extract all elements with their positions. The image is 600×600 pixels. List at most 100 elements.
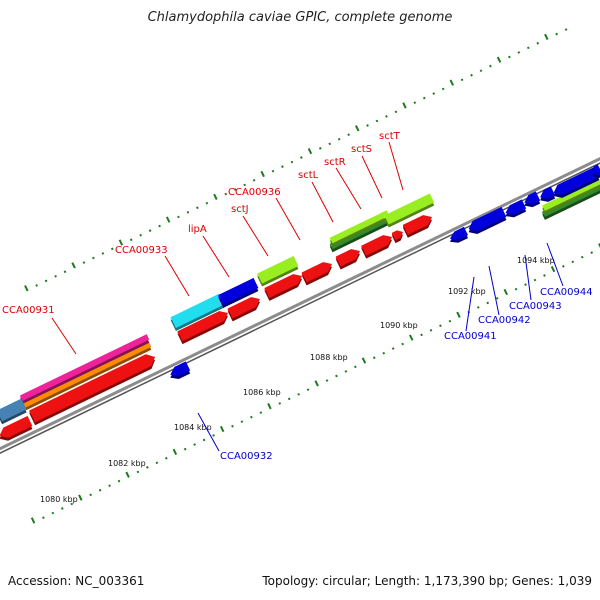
gene-label[interactable]: lipA [188, 224, 207, 235]
topology-text: Topology: circular; Length: 1,173,390 bp… [262, 574, 592, 588]
gene-feature[interactable] [20, 334, 150, 404]
gene-label[interactable]: sctR [324, 157, 346, 168]
lower-tick-mark [429, 328, 433, 332]
gene-label[interactable]: CCA00941 [444, 331, 497, 342]
upper-tick-mark [224, 192, 228, 196]
upper-tick-mark [243, 183, 246, 187]
gene-feature[interactable] [553, 167, 600, 198]
gene-label-leader [275, 197, 301, 241]
gene-feature[interactable] [301, 262, 332, 286]
upper-tick-mark [290, 160, 294, 164]
scale-label: 1092 kbp [448, 287, 486, 296]
gene-feature[interactable] [0, 398, 27, 425]
gene-feature[interactable] [177, 311, 228, 345]
gene-feature[interactable] [335, 249, 360, 270]
upper-tick-mark [148, 229, 152, 232]
gene-feature[interactable] [329, 210, 390, 247]
lower-tick-mark [401, 342, 404, 346]
gene-feature-face [553, 167, 600, 195]
lower-tick-mark [155, 461, 159, 465]
upper-tick-mark [158, 224, 161, 228]
upper-tick-mark [366, 124, 369, 127]
lower-tick-mark [78, 494, 83, 501]
lower-tick-mark [125, 471, 130, 478]
upper-tick-mark [564, 28, 568, 31]
gene-feature[interactable] [540, 186, 556, 202]
gene-feature[interactable] [227, 297, 260, 322]
gene-feature[interactable] [403, 215, 432, 238]
upper-tick-mark [233, 188, 237, 191]
gene-label[interactable]: sctL [298, 170, 319, 181]
gene-feature[interactable] [392, 230, 403, 244]
gene-label[interactable]: sctJ [231, 204, 249, 215]
lower-tick-mark [533, 278, 537, 282]
gene-label[interactable]: CCA00931 [2, 305, 55, 316]
upper-tick-mark [555, 32, 558, 36]
scale-label: 1084 kbp [174, 423, 212, 432]
scale-label: 1080 kbp [40, 495, 78, 504]
lower-tick-mark [439, 324, 442, 328]
gene-feature-face [0, 398, 27, 422]
upper-tick-mark [355, 125, 360, 132]
gene-label-leader [202, 235, 230, 278]
upper-tick-mark [281, 165, 284, 168]
gene-label[interactable]: CCA00932 [220, 451, 273, 462]
lower-tick-mark [250, 415, 253, 419]
gene-feature[interactable] [218, 278, 259, 308]
gene-feature-face [218, 278, 259, 305]
gene-feature-face [335, 249, 360, 267]
scale-label: 1094 kbp [517, 256, 555, 265]
gene-label-leader [51, 317, 77, 355]
gene-feature[interactable] [384, 193, 435, 228]
gene-label[interactable]: CCA00944 [540, 287, 593, 298]
gene-label-leader [546, 242, 564, 287]
gene-feature[interactable] [170, 361, 191, 380]
scale-label: 1090 kbp [380, 321, 418, 330]
gene-feature[interactable] [264, 274, 302, 301]
gene-feature[interactable] [524, 191, 541, 208]
gene-feature[interactable] [592, 164, 600, 179]
gene-label[interactable]: CCA00933 [115, 245, 168, 256]
gene-label[interactable]: CCA00936 [228, 187, 281, 198]
upper-tick-mark [432, 92, 436, 95]
lower-tick-mark [314, 380, 319, 387]
gene-label[interactable]: CCA00942 [478, 315, 531, 326]
gene-feature[interactable] [505, 199, 527, 218]
lower-tick-mark [354, 365, 357, 369]
gene-label[interactable]: sctT [379, 131, 401, 142]
gene-feature[interactable] [257, 256, 299, 287]
gene-label[interactable]: CCA00943 [509, 301, 562, 312]
gene-feature-face [257, 256, 299, 284]
upper-tick-mark [536, 41, 540, 45]
lower-tick-mark [259, 411, 263, 414]
upper-tick-mark [328, 142, 332, 146]
gene-feature[interactable] [29, 354, 155, 426]
gene-feature[interactable] [468, 207, 507, 234]
gene-feature[interactable] [170, 293, 225, 331]
upper-tick-mark [394, 110, 398, 114]
gene-feature-face [170, 293, 225, 328]
lower-tick-mark [543, 274, 546, 277]
upper-tick-mark [118, 239, 124, 246]
lower-tick-mark [231, 424, 234, 428]
lower-tick-mark [98, 488, 102, 492]
upper-tick-mark [252, 179, 256, 182]
lower-tick-mark [361, 357, 367, 364]
upper-tick-mark [402, 102, 407, 109]
gene-label[interactable]: sctS [351, 144, 372, 155]
upper-tick-mark [71, 262, 76, 269]
upper-tick-mark [526, 46, 530, 50]
gene-feature[interactable] [0, 416, 33, 441]
lower-tick-mark [30, 517, 36, 524]
gene-feature-face [592, 164, 600, 176]
gene-label-leader [488, 265, 500, 316]
gene-feature[interactable] [449, 226, 468, 243]
upper-tick-mark [165, 216, 171, 223]
scale-label: 1082 kbp [108, 459, 146, 468]
upper-tick-mark [92, 256, 95, 260]
gene-feature-face [170, 361, 191, 376]
gene-feature-face [227, 297, 260, 319]
lower-tick-mark [212, 434, 215, 437]
gene-feature[interactable] [361, 235, 392, 259]
